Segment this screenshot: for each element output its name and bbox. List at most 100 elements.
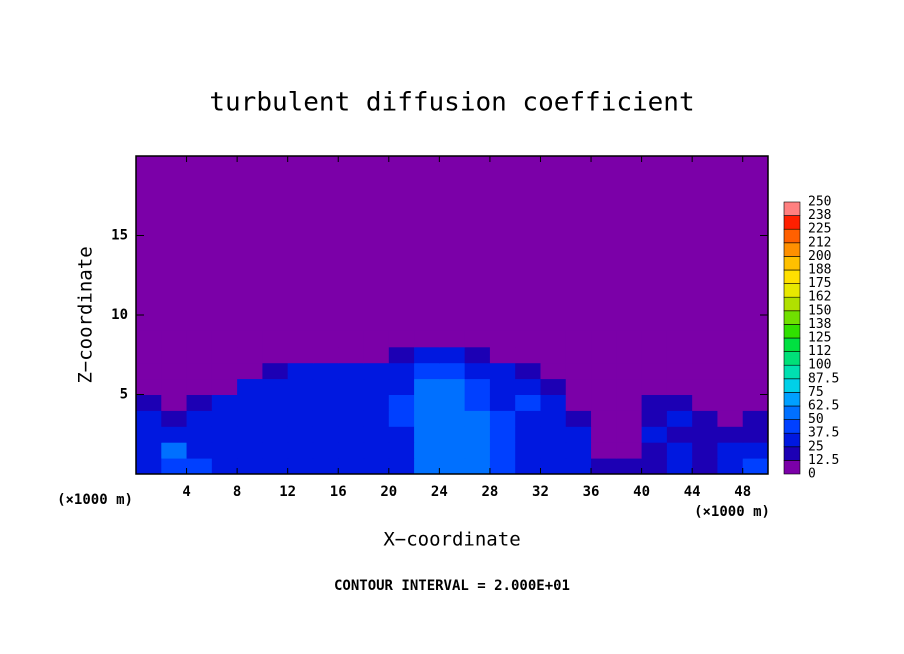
field-cell <box>540 458 567 475</box>
x-tick-label: 32 <box>532 484 549 500</box>
field-cell <box>692 426 718 443</box>
field-cell <box>312 330 339 348</box>
field-cell <box>641 458 668 475</box>
field-cell <box>312 410 339 427</box>
field-cell <box>287 426 314 443</box>
field-cell <box>161 426 188 443</box>
field-cell <box>641 426 668 443</box>
field-cell <box>565 378 592 395</box>
field-cell <box>717 346 744 364</box>
field-cell <box>237 378 263 395</box>
field-cell <box>616 346 643 364</box>
field-cell <box>742 426 769 443</box>
field-cell <box>641 378 668 395</box>
field-cell <box>211 362 238 380</box>
field-cell <box>136 442 162 459</box>
field-cell <box>565 394 592 411</box>
field-cell <box>414 346 440 364</box>
field-cell <box>591 410 617 427</box>
colorbar-swatch <box>783 419 801 434</box>
field-cell <box>136 426 162 443</box>
field-cell <box>363 410 390 427</box>
x-tick-label: 44 <box>684 484 701 500</box>
colorbar-label: 62.5 <box>808 399 839 414</box>
field-cell <box>237 330 263 348</box>
field-cell <box>136 394 162 411</box>
field-cell <box>186 346 213 364</box>
field-cell <box>211 346 238 364</box>
field-cell <box>439 378 466 395</box>
field-cell <box>262 426 289 443</box>
y-tick-label: 5 <box>120 387 128 403</box>
field-cell <box>717 378 744 395</box>
field-cell <box>591 330 617 348</box>
field-cell <box>591 458 617 475</box>
colorbar-label: 238 <box>808 208 831 223</box>
field-cell <box>388 394 415 411</box>
field-cell <box>287 394 314 411</box>
field-cell <box>414 442 440 459</box>
field-cell <box>717 458 744 475</box>
colorbar-swatch <box>783 256 801 271</box>
field-cell <box>186 378 213 395</box>
field-cell <box>616 394 643 411</box>
field-cell <box>565 330 592 348</box>
field-cell <box>439 442 466 459</box>
field-cell <box>565 426 592 443</box>
field-cell <box>464 362 491 380</box>
field-cell <box>515 346 541 364</box>
field-cell <box>692 378 718 395</box>
colorbar-label: 225 <box>808 222 831 237</box>
field-cell <box>237 442 263 459</box>
field-cell <box>742 442 769 459</box>
field-cell <box>161 442 188 459</box>
field-cell <box>312 458 339 475</box>
field-cell <box>237 410 263 427</box>
field-cell <box>161 362 188 380</box>
field-cell <box>666 378 693 395</box>
field-cell <box>565 346 592 364</box>
field-cell <box>363 330 390 348</box>
field-cell <box>136 458 162 475</box>
field-cell <box>414 426 440 443</box>
field-cell <box>237 362 263 380</box>
field-cell <box>464 394 491 411</box>
colorbar-label: 138 <box>808 317 831 332</box>
field-cell <box>742 378 769 395</box>
field-cell <box>464 442 491 459</box>
x-tick-label: 8 <box>233 484 241 500</box>
field-cell <box>515 378 541 395</box>
colorbar-label: 212 <box>808 235 831 250</box>
field-cell <box>136 362 162 380</box>
colorbar-swatch <box>783 324 801 339</box>
field-cell <box>641 410 668 427</box>
field-cell <box>616 426 643 443</box>
field-cell <box>363 378 390 395</box>
colorbar-label: 12.5 <box>808 453 839 468</box>
field-cell <box>161 394 188 411</box>
field-cell <box>439 346 466 364</box>
field-cell <box>136 410 162 427</box>
x-tick-label: 16 <box>330 484 347 500</box>
field-cell <box>666 330 693 348</box>
y-tick-label: 10 <box>111 307 128 323</box>
colorbar-swatch <box>783 310 801 325</box>
field-cell <box>565 442 592 459</box>
field-cell <box>641 346 668 364</box>
field-cell <box>388 330 415 348</box>
field-cell <box>641 330 668 348</box>
field-cell <box>338 426 365 443</box>
field-cell <box>363 362 390 380</box>
field-cell <box>439 394 466 411</box>
field-cell <box>565 362 592 380</box>
field-cell <box>312 378 339 395</box>
field-cell <box>464 410 491 427</box>
colorbar-swatch <box>783 432 801 448</box>
field-cell <box>414 378 440 395</box>
field-cell <box>515 442 541 459</box>
field-cell <box>742 330 769 348</box>
field-cell <box>540 442 567 459</box>
colorbar-label: 125 <box>808 331 831 346</box>
colorbar-swatch <box>783 364 801 380</box>
field-cell <box>338 346 365 364</box>
